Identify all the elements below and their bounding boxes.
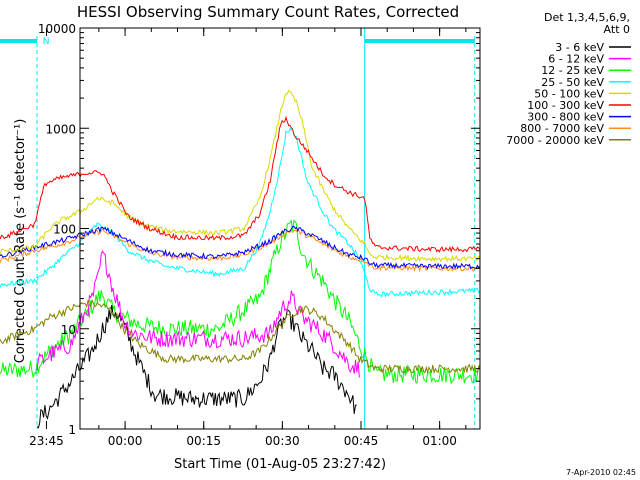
- legend-label-3: 25 - 50 keV: [541, 76, 604, 89]
- footer-timestamp: 7-Apr-2010 02:45: [566, 468, 636, 477]
- legend-header-line1: Det 1,3,4,5,6,9,: [544, 11, 630, 24]
- legend-label-4: 50 - 100 keV: [534, 87, 604, 100]
- legend-header-line2: Att 0: [604, 23, 630, 36]
- y-tick-label-4: 10000: [38, 22, 76, 36]
- observing-flags: N: [0, 28, 476, 429]
- series-line-5: [0, 115, 481, 253]
- legend-label-2: 12 - 25 keV: [541, 64, 604, 77]
- x-tick-label-1: 23:45: [29, 434, 64, 448]
- series-group: [0, 89, 481, 429]
- x-tick-label-3: 00:15: [186, 434, 221, 448]
- series-line-3: [0, 127, 481, 298]
- chart-title: HESSI Observing Summary Count Rates, Cor…: [77, 3, 459, 21]
- series-line-1: [36, 250, 360, 378]
- x-tick-label-2: 00:00: [108, 434, 143, 448]
- x-tick-label-5: 00:45: [344, 434, 379, 448]
- legend-label-5: 100 - 300 keV: [527, 99, 604, 112]
- legend-label-0: 3 - 6 keV: [555, 41, 604, 54]
- x-tick-label-4: 00:30: [265, 434, 300, 448]
- flag-label-n: N: [43, 37, 50, 47]
- y-axis-label: Corrected Count Rate (s⁻¹ detector⁻¹): [13, 119, 28, 364]
- x-tick-label-6: 01:00: [422, 434, 457, 448]
- series-line-8: [0, 298, 481, 375]
- y-tick-label-2: 100: [53, 223, 76, 237]
- y-axis-ticks: 1 10 100 1000 10000: [38, 22, 480, 437]
- series-line-0: [36, 305, 357, 429]
- legend-label-6: 300 - 800 keV: [527, 111, 604, 124]
- legend-label-1: 6 - 12 keV: [548, 53, 604, 66]
- series-line-7: [0, 228, 481, 273]
- legend-label-8: 7000 - 20000 keV: [506, 134, 604, 147]
- series-line-6: [0, 225, 481, 270]
- y-tick-label-1: 10: [61, 323, 76, 337]
- y-tick-label-3: 1000: [45, 122, 76, 136]
- y-tick-label-0: 1: [68, 423, 76, 437]
- x-axis-label: Start Time (01-Aug-05 23:27:42): [174, 457, 386, 472]
- series-line-4: [0, 89, 481, 263]
- legend-label-7: 800 - 7000 keV: [520, 122, 604, 135]
